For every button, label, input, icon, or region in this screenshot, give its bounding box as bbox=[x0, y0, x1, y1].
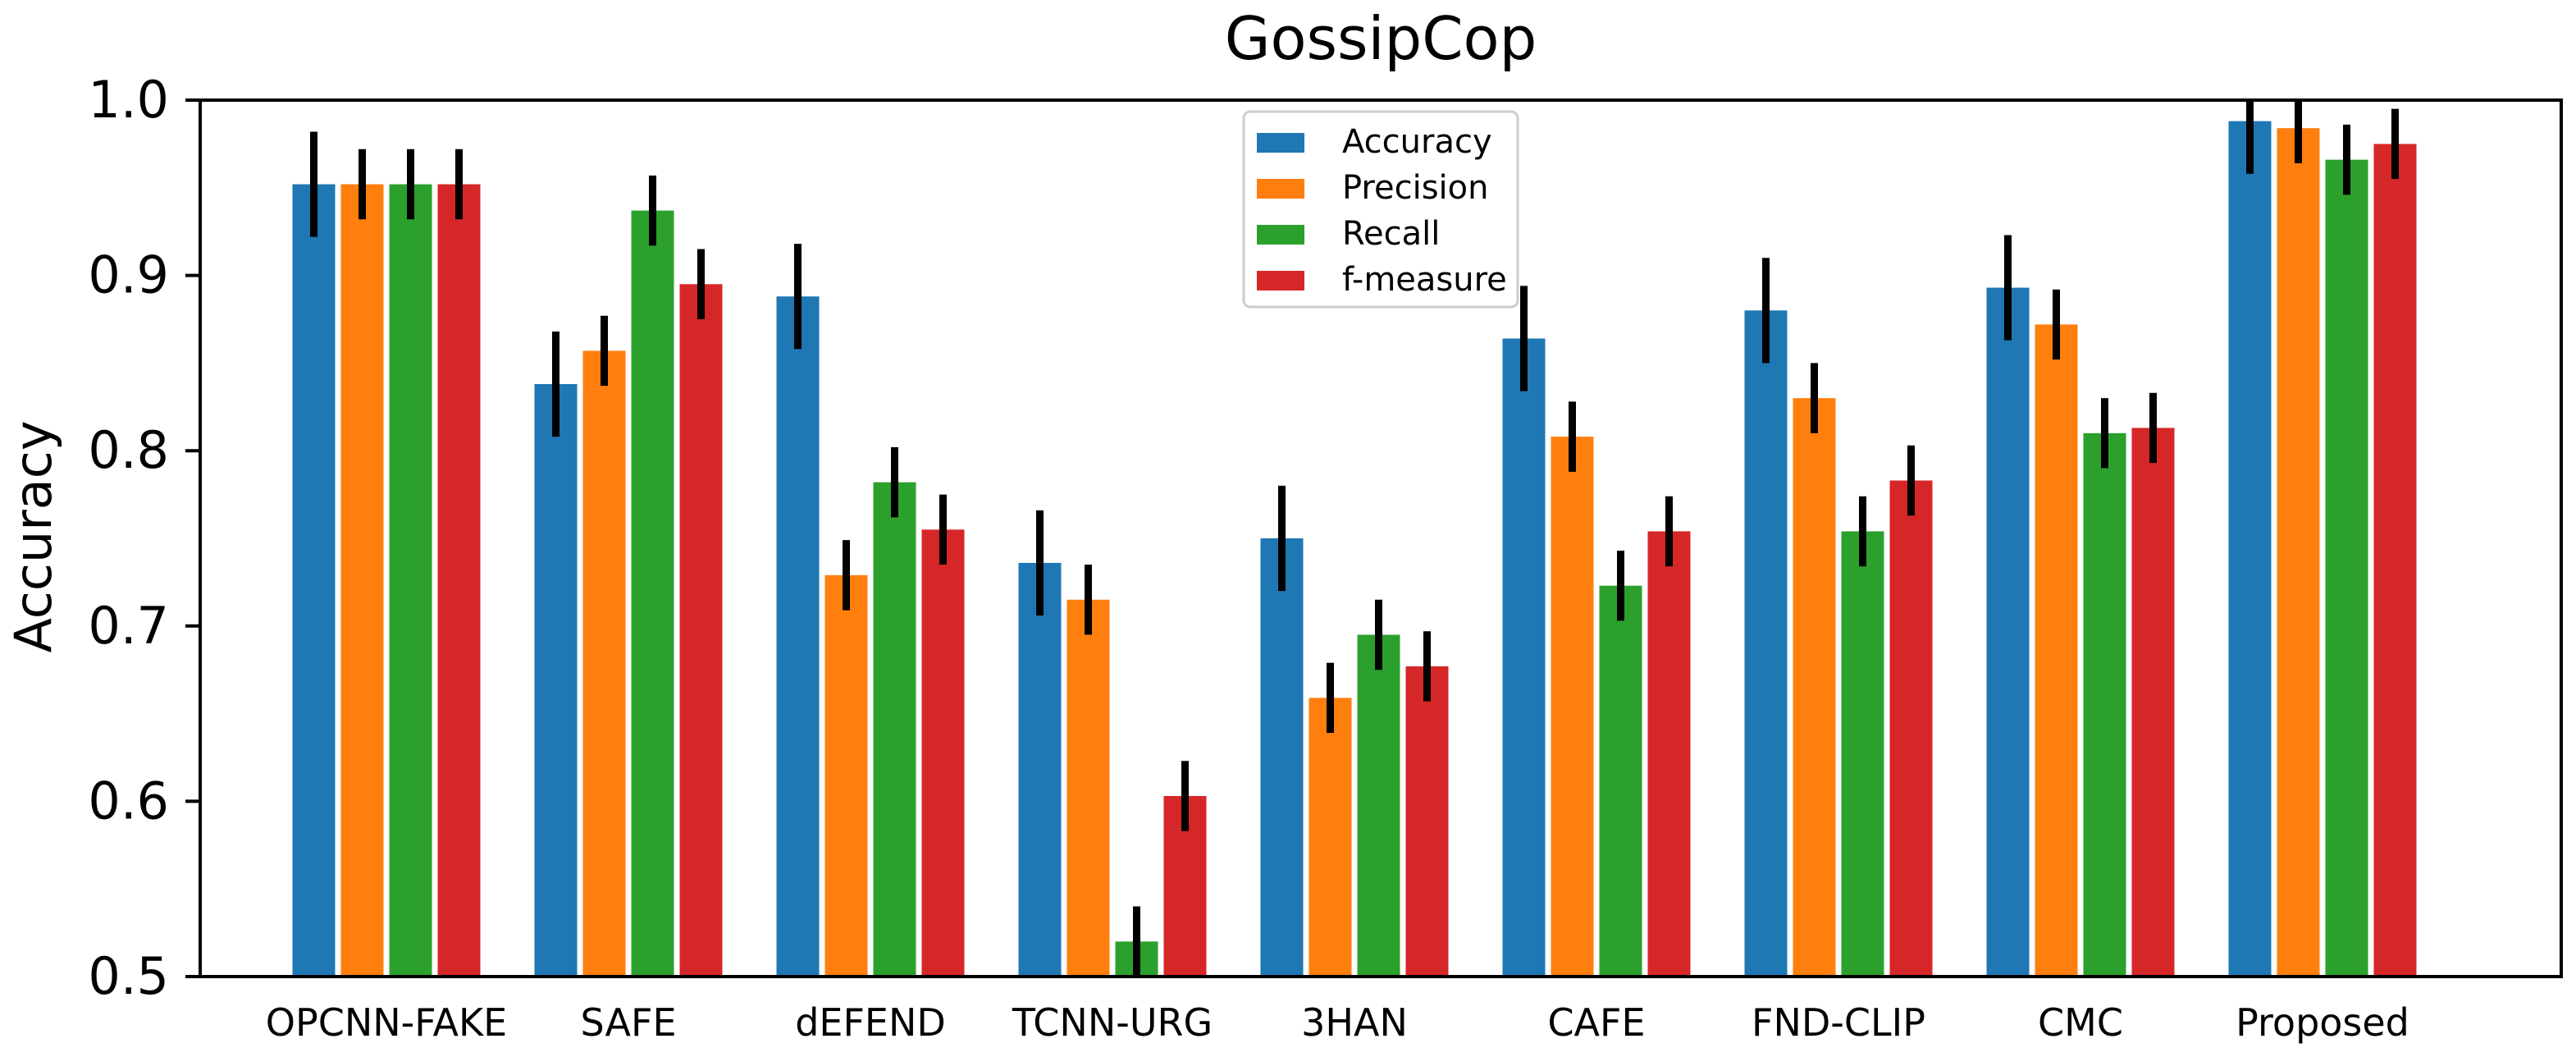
legend-label-f-measure: f-measure bbox=[1342, 261, 1507, 299]
legend-label-accuracy: Accuracy bbox=[1342, 123, 1492, 161]
bar-fnd-clip-precision bbox=[1793, 398, 1836, 977]
bar-cafe-accuracy bbox=[1502, 338, 1546, 977]
bar-cmc-precision bbox=[2035, 324, 2078, 977]
bar-fnd-clip-recall bbox=[1841, 531, 1884, 977]
bar-3han-recall bbox=[1357, 634, 1400, 977]
x-tick-label-defend: dEFEND bbox=[795, 1000, 946, 1045]
x-axis-ticks: OPCNN-FAKE SAFE dEFEND TCNN-URG 3HAN CAFE FND-… bbox=[266, 1000, 2409, 1045]
y-axis-label: Accuracy bbox=[3, 420, 63, 652]
x-tick-label-tcnn-urg: TCNN-URG bbox=[1012, 1000, 1213, 1045]
bar-proposed-recall bbox=[2325, 159, 2368, 977]
bar-opcnn-fake-recall bbox=[389, 184, 432, 977]
x-tick-label-3han: 3HAN bbox=[1301, 1000, 1408, 1045]
bar-3han-accuracy bbox=[1260, 538, 1304, 977]
y-tick-label-1: 0.6 bbox=[88, 771, 169, 830]
x-tick-label-proposed: Proposed bbox=[2236, 1000, 2409, 1045]
chart-title: GossipCop bbox=[1225, 4, 1537, 73]
bar-cafe-f-measure bbox=[1647, 531, 1691, 977]
y-tick-label-4: 0.9 bbox=[88, 245, 169, 305]
bar-tcnn-urg-precision bbox=[1066, 599, 1110, 977]
bar-safe-f-measure bbox=[679, 284, 723, 977]
bar-opcnn-fake-accuracy bbox=[292, 184, 336, 977]
bar-cafe-precision bbox=[1551, 437, 1594, 977]
legend-swatch-recall bbox=[1257, 225, 1304, 245]
legend-label-precision: Precision bbox=[1342, 169, 1488, 207]
bar-3han-f-measure bbox=[1405, 666, 1449, 977]
x-tick-label-safe: SAFE bbox=[580, 1000, 676, 1045]
y-tick-label-5: 1.0 bbox=[88, 70, 169, 130]
x-tick-label-cmc: CMC bbox=[2038, 1000, 2123, 1045]
x-tick-label-opcnn-fake: OPCNN-FAKE bbox=[266, 1000, 507, 1045]
bar-tcnn-urg-accuracy bbox=[1018, 562, 1062, 977]
bar-proposed-precision bbox=[2277, 128, 2320, 977]
bar-opcnn-fake-f-measure bbox=[437, 184, 481, 977]
bar-proposed-accuracy bbox=[2228, 121, 2272, 977]
y-tick-label-2: 0.7 bbox=[88, 596, 169, 656]
bars-group bbox=[292, 121, 2417, 977]
bar-cafe-recall bbox=[1599, 585, 1642, 977]
y-tick-label-0: 0.5 bbox=[88, 946, 169, 1006]
legend-swatch-f-measure bbox=[1257, 271, 1304, 291]
bar-defend-f-measure bbox=[921, 529, 965, 977]
legend-box bbox=[1242, 110, 1519, 309]
bar-defend-precision bbox=[824, 574, 868, 977]
bar-safe-precision bbox=[582, 350, 626, 977]
bar-cmc-recall bbox=[2083, 432, 2126, 977]
bar-safe-accuracy bbox=[534, 384, 578, 977]
bar-cmc-accuracy bbox=[1986, 287, 2030, 977]
bar-fnd-clip-accuracy bbox=[1744, 310, 1788, 977]
legend-label-recall: Recall bbox=[1342, 215, 1440, 253]
plot-frame bbox=[199, 98, 2563, 978]
x-tick-label-fnd-clip: FND-CLIP bbox=[1752, 1000, 1925, 1045]
error-bars-group bbox=[310, 100, 2399, 977]
bar-fnd-clip-f-measure bbox=[1889, 480, 1933, 977]
y-tick-label-3: 0.8 bbox=[88, 420, 169, 480]
bar-defend-accuracy bbox=[776, 296, 820, 977]
bar-proposed-f-measure bbox=[2373, 144, 2417, 977]
bar-3han-precision bbox=[1309, 698, 1352, 977]
y-axis-ticks: 0.5 0.6 0.7 0.8 0.9 1.0 bbox=[88, 70, 200, 1006]
legend: Accuracy Precision Recall f-measure bbox=[1242, 110, 1519, 309]
bar-cmc-f-measure bbox=[2131, 428, 2175, 977]
bar-defend-recall bbox=[873, 482, 916, 977]
bar-opcnn-fake-precision bbox=[340, 184, 384, 977]
bar-safe-recall bbox=[631, 210, 674, 977]
legend-swatch-precision bbox=[1257, 179, 1304, 199]
legend-swatch-accuracy bbox=[1257, 133, 1304, 153]
x-tick-label-cafe: CAFE bbox=[1547, 1000, 1645, 1045]
